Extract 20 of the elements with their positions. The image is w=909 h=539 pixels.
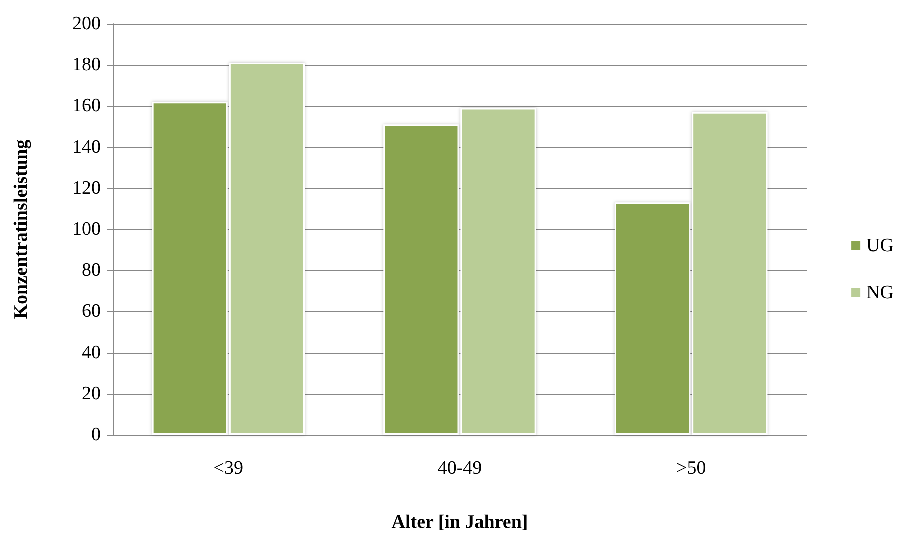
y-tick-label: 180 [72,54,101,76]
y-tick-label: 80 [82,260,101,282]
y-tick-label: 140 [72,136,101,158]
x-tick-label: <39 [214,458,244,479]
y-tick-label: 0 [92,424,101,446]
y-tick-label: 120 [72,178,101,199]
y-axis-title: Konzentratinsleistung [11,139,32,320]
y-tick-label: 100 [72,219,101,240]
legend-label: UG [866,236,894,256]
y-tick-label: 40 [82,342,101,364]
bar [384,124,460,435]
x-tick-label: >50 [676,458,706,479]
legend-label: NG [866,282,894,304]
y-tick-label: 160 [72,96,101,117]
x-tick-label: 40-49 [438,458,482,479]
x-axis-title: Alter [in Jahren] [392,512,528,533]
y-tick-label: 60 [82,301,101,322]
bar [460,108,536,435]
y-tick-label: 20 [82,383,101,404]
y-tick-label: 200 [72,14,101,34]
